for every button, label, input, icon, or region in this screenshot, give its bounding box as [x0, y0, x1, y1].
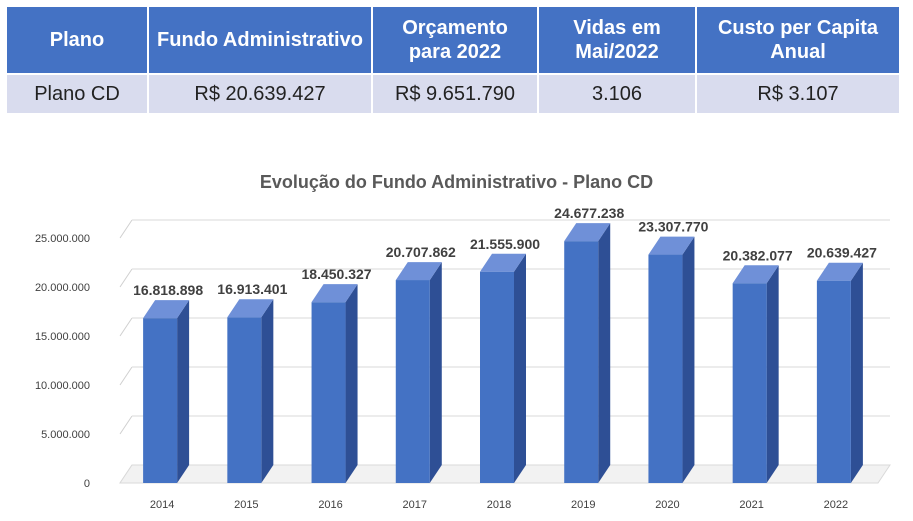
bar-2017: [395, 280, 430, 483]
bar-side-2017: [429, 262, 442, 483]
bar-top-2022: [816, 262, 863, 281]
cell-vidas: 3.106: [539, 75, 695, 113]
bar-side-2021: [766, 265, 779, 483]
y-tick-label: 5.000.000: [41, 429, 90, 441]
bar-top-2021: [732, 265, 779, 284]
header-fundo-administrativo: Fundo Administrativo: [149, 7, 371, 73]
bar-2022: [816, 280, 851, 483]
y-tick-label: 0: [84, 478, 90, 490]
bar-side-2020: [682, 236, 695, 483]
x-tick-label: 2021: [739, 499, 763, 511]
cell-custo-per-capita: R$ 3.107: [697, 75, 899, 113]
cell-plano: Plano CD: [7, 75, 147, 113]
bar-2021: [732, 283, 767, 483]
x-tick-label: 2020: [655, 499, 679, 511]
data-label: 20.639.427: [807, 245, 877, 261]
y-tick-label: 25.000.000: [35, 233, 90, 245]
cell-fundo-administrativo: R$ 20.639.427: [149, 75, 371, 113]
data-label: 16.818.898: [133, 282, 203, 298]
bar-top-2014: [143, 300, 190, 319]
header-custo-per-capita: Custo per Capita Anual: [697, 7, 899, 73]
x-tick-label: 2016: [318, 499, 342, 511]
bar-side-2022: [850, 262, 863, 483]
bar-top-2018: [480, 253, 526, 272]
x-tick-label: 2014: [150, 499, 174, 511]
gridline-depth: [119, 415, 133, 435]
bar-top-2020: [648, 236, 695, 255]
gridline-depth: [119, 219, 133, 239]
data-label: 20.707.862: [386, 244, 456, 260]
gridline-depth: [119, 268, 133, 288]
bar-2018: [480, 271, 514, 483]
header-vidas: Vidas em Mai/2022: [539, 7, 695, 73]
x-tick-label: 2015: [234, 499, 258, 511]
bar-side-2015: [261, 299, 274, 483]
x-tick-label: 2017: [403, 499, 427, 511]
table-row: Plano CD R$ 20.639.427 R$ 9.651.790 3.10…: [7, 75, 899, 113]
y-tick-label: 10.000.000: [35, 380, 90, 392]
bar-top-2016: [311, 284, 358, 303]
bar-side-2018: [514, 253, 526, 483]
gridline-depth: [119, 366, 133, 386]
x-tick-label: 2019: [571, 499, 595, 511]
table-header-row: Plano Fundo Administrativo Orçamento par…: [7, 7, 899, 73]
header-orcamento: Orçamento para 2022: [373, 7, 537, 73]
bar-top-2015: [227, 299, 274, 318]
x-tick-label: 2018: [487, 499, 511, 511]
bar-side-2014: [177, 300, 190, 483]
bar-2014: [143, 318, 178, 483]
data-label: 24.677.238: [554, 205, 624, 221]
bar-top-2019: [564, 223, 611, 242]
gridline-depth: [119, 317, 133, 337]
data-label: 18.450.327: [302, 266, 372, 282]
bar-2019: [564, 241, 599, 483]
header-plano: Plano: [7, 7, 147, 73]
y-tick-label: 15.000.000: [35, 331, 90, 343]
bar-2016: [311, 302, 346, 483]
bar-2020: [648, 254, 683, 483]
summary-table: Plano Fundo Administrativo Orçamento par…: [5, 5, 901, 115]
chart-title: Evolução do Fundo Administrativo - Plano…: [259, 172, 654, 192]
cell-orcamento: R$ 9.651.790: [373, 75, 537, 113]
bar-top-2017: [395, 262, 442, 281]
bar-side-2019: [598, 223, 611, 483]
x-tick-label: 2022: [824, 499, 848, 511]
bar-side-2016: [345, 284, 358, 483]
y-tick-label: 20.000.000: [35, 282, 90, 294]
data-label: 23.307.770: [638, 219, 708, 235]
data-label: 16.913.401: [217, 281, 287, 297]
bar-2015: [227, 317, 262, 483]
data-label: 21.555.900: [470, 236, 540, 252]
data-label: 20.382.077: [723, 247, 793, 263]
